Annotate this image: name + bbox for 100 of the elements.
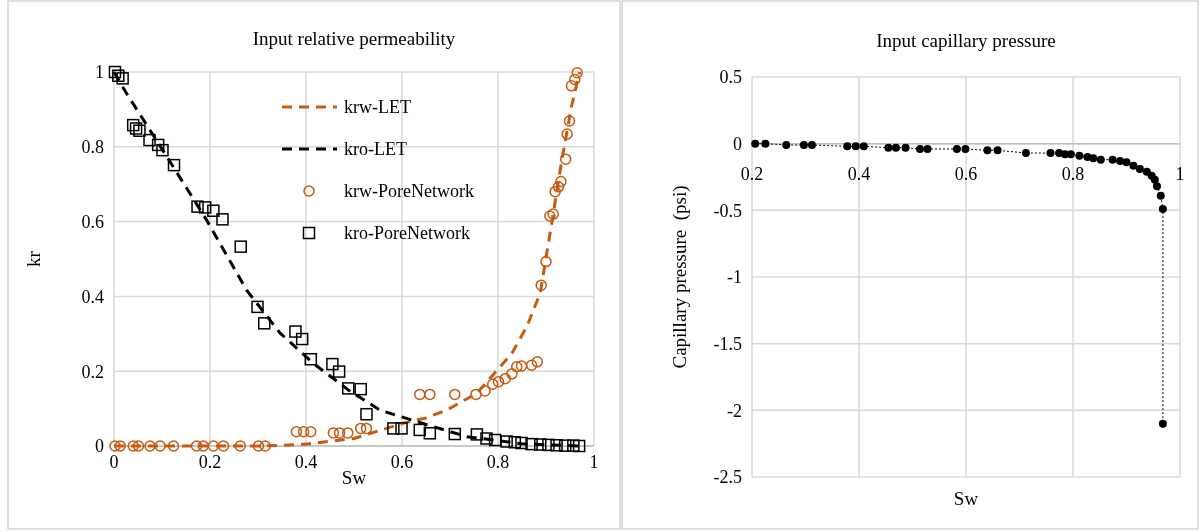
point [525, 437, 538, 451]
point [851, 142, 860, 151]
point [127, 440, 139, 452]
x-tick-label: 0.8 [1061, 163, 1085, 184]
point [533, 438, 547, 451]
point [983, 146, 992, 155]
point [508, 436, 522, 449]
point [197, 440, 210, 452]
point [479, 385, 491, 397]
point [550, 439, 563, 452]
point [167, 158, 181, 172]
point [414, 388, 426, 401]
chart-title: Input relative permeability [252, 28, 456, 49]
point [234, 240, 247, 253]
point [535, 279, 547, 291]
point [488, 433, 502, 447]
point [360, 407, 373, 421]
point [1158, 419, 1167, 428]
point [449, 388, 461, 401]
point [289, 325, 302, 338]
point [559, 153, 572, 165]
point [290, 426, 303, 438]
point [567, 439, 580, 452]
point [116, 72, 129, 85]
point [295, 332, 309, 346]
point [326, 357, 339, 371]
point [191, 200, 204, 213]
point [424, 388, 436, 401]
point [332, 365, 346, 378]
point [480, 432, 493, 445]
x-tick-label: 0.8 [486, 452, 510, 472]
x-tick-label: 0.2 [198, 452, 222, 472]
legend-label: krw-PoreNetwork [344, 181, 474, 202]
y-tick-label: 0.4 [81, 286, 104, 307]
point [1066, 150, 1075, 159]
x-tick-label: 1 [1175, 163, 1185, 184]
point [297, 426, 310, 438]
y-tick-label: 0 [733, 133, 742, 154]
point [1150, 175, 1159, 184]
point [525, 359, 538, 371]
point [515, 436, 528, 450]
point [156, 143, 169, 157]
point [252, 440, 265, 452]
x-tick-label: 0.6 [390, 452, 414, 472]
point [510, 360, 523, 373]
point [257, 317, 271, 330]
point [144, 440, 156, 452]
y-tick-label: 0.2 [81, 361, 104, 382]
point [1096, 155, 1105, 164]
point [109, 440, 121, 452]
y-tick-label: -1.5 [713, 333, 742, 354]
point [952, 145, 961, 153]
point [884, 143, 893, 152]
point [572, 439, 586, 453]
point [342, 427, 354, 439]
point [751, 139, 760, 148]
point [563, 115, 576, 127]
point [843, 142, 852, 151]
y-tick-label: 0 [95, 436, 104, 457]
point [1152, 182, 1161, 191]
point [961, 145, 970, 153]
point [901, 143, 910, 152]
point [923, 145, 932, 153]
point [327, 427, 340, 439]
y-tick-label: -2 [727, 400, 742, 421]
point [1108, 155, 1117, 164]
chart-title: Input capillary pressure [876, 30, 1056, 51]
point [859, 142, 868, 151]
point [448, 427, 462, 441]
point [552, 181, 565, 193]
point [807, 141, 816, 149]
point [387, 422, 400, 435]
y-tick-label: -0.5 [713, 200, 742, 221]
point [114, 440, 126, 452]
point [1129, 161, 1138, 170]
point [891, 143, 900, 152]
point [915, 145, 924, 153]
y-axis-title: kr [23, 250, 44, 267]
point [531, 356, 544, 368]
y-tick-label: 1 [95, 62, 104, 83]
point [470, 428, 484, 441]
point [167, 440, 180, 452]
y-tick-label: -2.5 [713, 467, 742, 488]
x-tick-label: 0.4 [294, 452, 318, 472]
point [1156, 191, 1165, 200]
x-tick-label: 0.2 [740, 163, 764, 184]
point [413, 423, 427, 437]
point [549, 185, 561, 198]
point [132, 440, 145, 452]
point [354, 422, 367, 435]
legend-label: kro-PoreNetwork [344, 223, 470, 244]
point [251, 300, 264, 314]
point [354, 382, 367, 396]
point [216, 213, 229, 226]
legend-label: kro-LET [344, 139, 407, 160]
point [305, 426, 317, 438]
point [555, 175, 567, 188]
y-tick-label: 0.8 [81, 137, 104, 158]
point [506, 368, 518, 380]
point [571, 67, 583, 79]
